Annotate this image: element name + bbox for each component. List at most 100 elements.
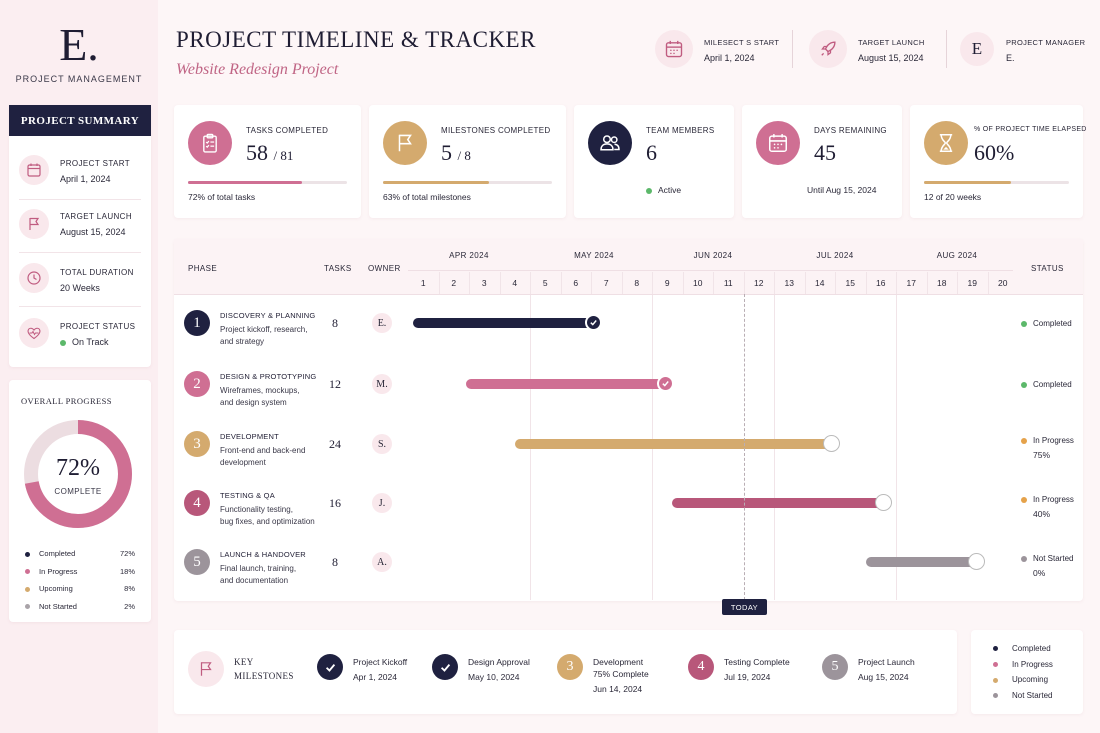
kpi-label: TASKS COMPLETED [246,126,329,135]
check-icon [656,375,674,392]
phase-desc-1: Functionality testing, [220,505,293,514]
milestone-date: Apr 1, 2024 [353,672,397,682]
status-dot [1021,437,1027,444]
week-gridline [896,272,897,600]
phase-number: 2 [184,371,210,397]
week-gridline [713,272,714,294]
phase-bar[interactable] [514,439,832,449]
header-start-value: April 1, 2024 [704,53,755,63]
summary-value-start: April 1, 2024 [60,174,111,184]
summary-label-status: PROJECT STATUS [60,322,136,331]
kpi-sub: / 8 [457,148,471,163]
milestone-number: 3 [566,659,574,674]
legend-dot [25,586,30,592]
phase-status: Not Started [1021,554,1073,563]
legend-dot [25,569,30,575]
milestone-sub: 75% Complete [593,669,649,679]
kpi-note: Until Aug 15, 2024 [807,185,877,195]
phase-bar[interactable] [412,318,595,328]
overall-percent: 72% [56,455,100,481]
phase-desc-2: and strategy [220,337,265,346]
kpi-main: 5 [441,140,452,165]
week-label: 11 [723,278,733,288]
status-dot [1021,555,1027,562]
overall-caption: COMPLETE [54,487,102,496]
week-gridline [469,272,470,294]
summary-clock-icon [19,263,49,293]
phase-number: 5 [184,549,210,575]
today-label: TODAY [722,599,767,615]
week-label: 9 [664,278,670,288]
phase-percent: 75% [1033,450,1051,460]
phase-name: DISCOVERY & PLANNING [220,311,316,320]
legend-dot [25,551,30,557]
hourglass-icon [924,121,968,165]
kpi-note-text: Active [658,185,682,195]
phase-status: In Progress [1021,436,1074,445]
legend-item: In Progress [993,660,1053,669]
users-icon [588,121,632,165]
status-dot [1021,381,1027,388]
gantt-divider [408,270,1013,271]
milestone-name: Testing Complete [724,657,790,667]
phase-bar[interactable] [465,379,666,389]
phase-tasks: 12 [329,377,341,391]
owner-avatar: M. [372,374,392,394]
phase-status-text: Completed [1033,319,1072,328]
week-gridline [835,272,836,294]
kpi-value: 5 / 8 [441,140,471,166]
page-subtitle: Website Redesign Project [176,61,339,78]
pending-marker [822,435,840,452]
phase-number: 4 [184,490,210,516]
page-title: PROJECT TIMELINE & TRACKER [176,27,536,52]
week-label: 10 [693,278,703,288]
month-label: JUL 2024 [816,251,854,260]
week-gridline [957,272,958,294]
legend-dot [993,693,998,699]
legend-value: 8% [124,584,135,594]
kpi-label: TEAM MEMBERS [646,126,715,135]
milestone-name: Project Launch [858,657,915,667]
kpi-value: 45 [814,140,836,166]
pending-marker [874,494,892,511]
legend-item: Completed [993,644,1051,653]
week-gridline [652,272,653,600]
phase-desc-2: and documentation [220,576,289,585]
week-label: 14 [815,278,825,288]
phase-desc-1: Project kickoff, research, [220,325,308,334]
week-label: 17 [906,278,916,288]
legend-dot [993,662,998,668]
manager-avatar: E [960,32,994,66]
month-label: JUN 2024 [693,251,733,260]
week-label: 2 [451,278,457,288]
phase-status: Completed [1021,319,1072,328]
gantt-header-band [174,239,1083,294]
week-label: 15 [845,278,855,288]
week-gridline [621,272,623,294]
phase-status-text: In Progress [1033,495,1074,504]
week-gridline [499,272,501,294]
milestone-marker: 4 [688,654,714,680]
week-label: 1 [420,278,426,288]
kpi-value: 58 / 81 [246,140,293,166]
check-icon [585,314,603,331]
phase-status-text: Not Started [1033,554,1074,563]
kpi-note: 72% of total tasks [188,192,256,202]
brand-subtitle: PROJECT MANAGEMENT [15,74,143,84]
milestone-number: 4 [697,659,705,674]
milestone-name: Design Approval [468,657,530,667]
phase-bar[interactable] [671,498,884,508]
phase-tasks: 24 [329,437,341,451]
phase-bar[interactable] [865,557,977,567]
kpi-progress-fill [188,181,303,184]
legend-item: Upcoming [993,675,1048,684]
week-label: 18 [937,278,947,288]
summary-value-duration: 20 Weeks [60,283,100,293]
kpi-note: Active [646,185,681,195]
month-label: APR 2024 [449,251,489,260]
kpi-main: 58 [246,140,268,165]
kpi-progress-track [188,181,347,184]
phase-status: Completed [1021,380,1072,389]
phase-name: DEVELOPMENT [220,432,279,441]
milestones-flag-icon [188,651,224,687]
